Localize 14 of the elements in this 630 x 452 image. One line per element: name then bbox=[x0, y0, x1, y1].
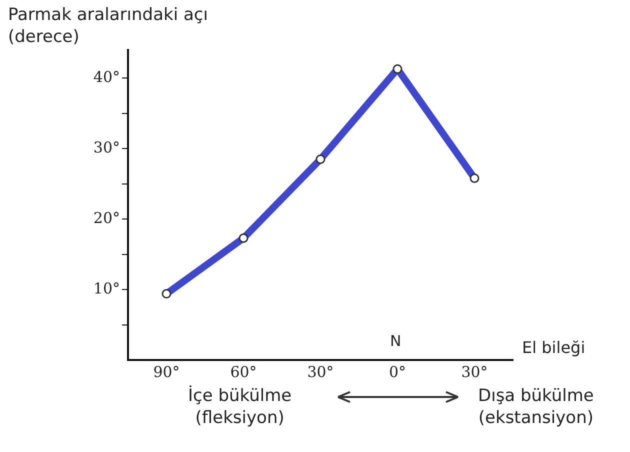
text: İçe bükülme (fleksiyon) bbox=[188, 385, 292, 430]
y-tick-label: 20° bbox=[93, 208, 120, 227]
text: Dışa bükülme (ekstansiyon) bbox=[478, 385, 594, 430]
x-tick-label: 60° bbox=[230, 362, 257, 381]
x-tick-label: 30° bbox=[461, 362, 488, 381]
y-tick-label: 10° bbox=[93, 279, 120, 298]
x-tick-label: 30° bbox=[307, 362, 334, 381]
annotation: N bbox=[390, 332, 402, 352]
x-axis-title: El bileği bbox=[522, 338, 586, 359]
y-tick-label: 40° bbox=[93, 68, 120, 86]
x-tick-label: 0° bbox=[388, 362, 406, 381]
y-tick-label: 30° bbox=[93, 138, 120, 157]
y-axis-title: Parmak aralarındaki açı (derece) bbox=[8, 4, 208, 48]
x-tick-label: 90° bbox=[153, 362, 180, 381]
